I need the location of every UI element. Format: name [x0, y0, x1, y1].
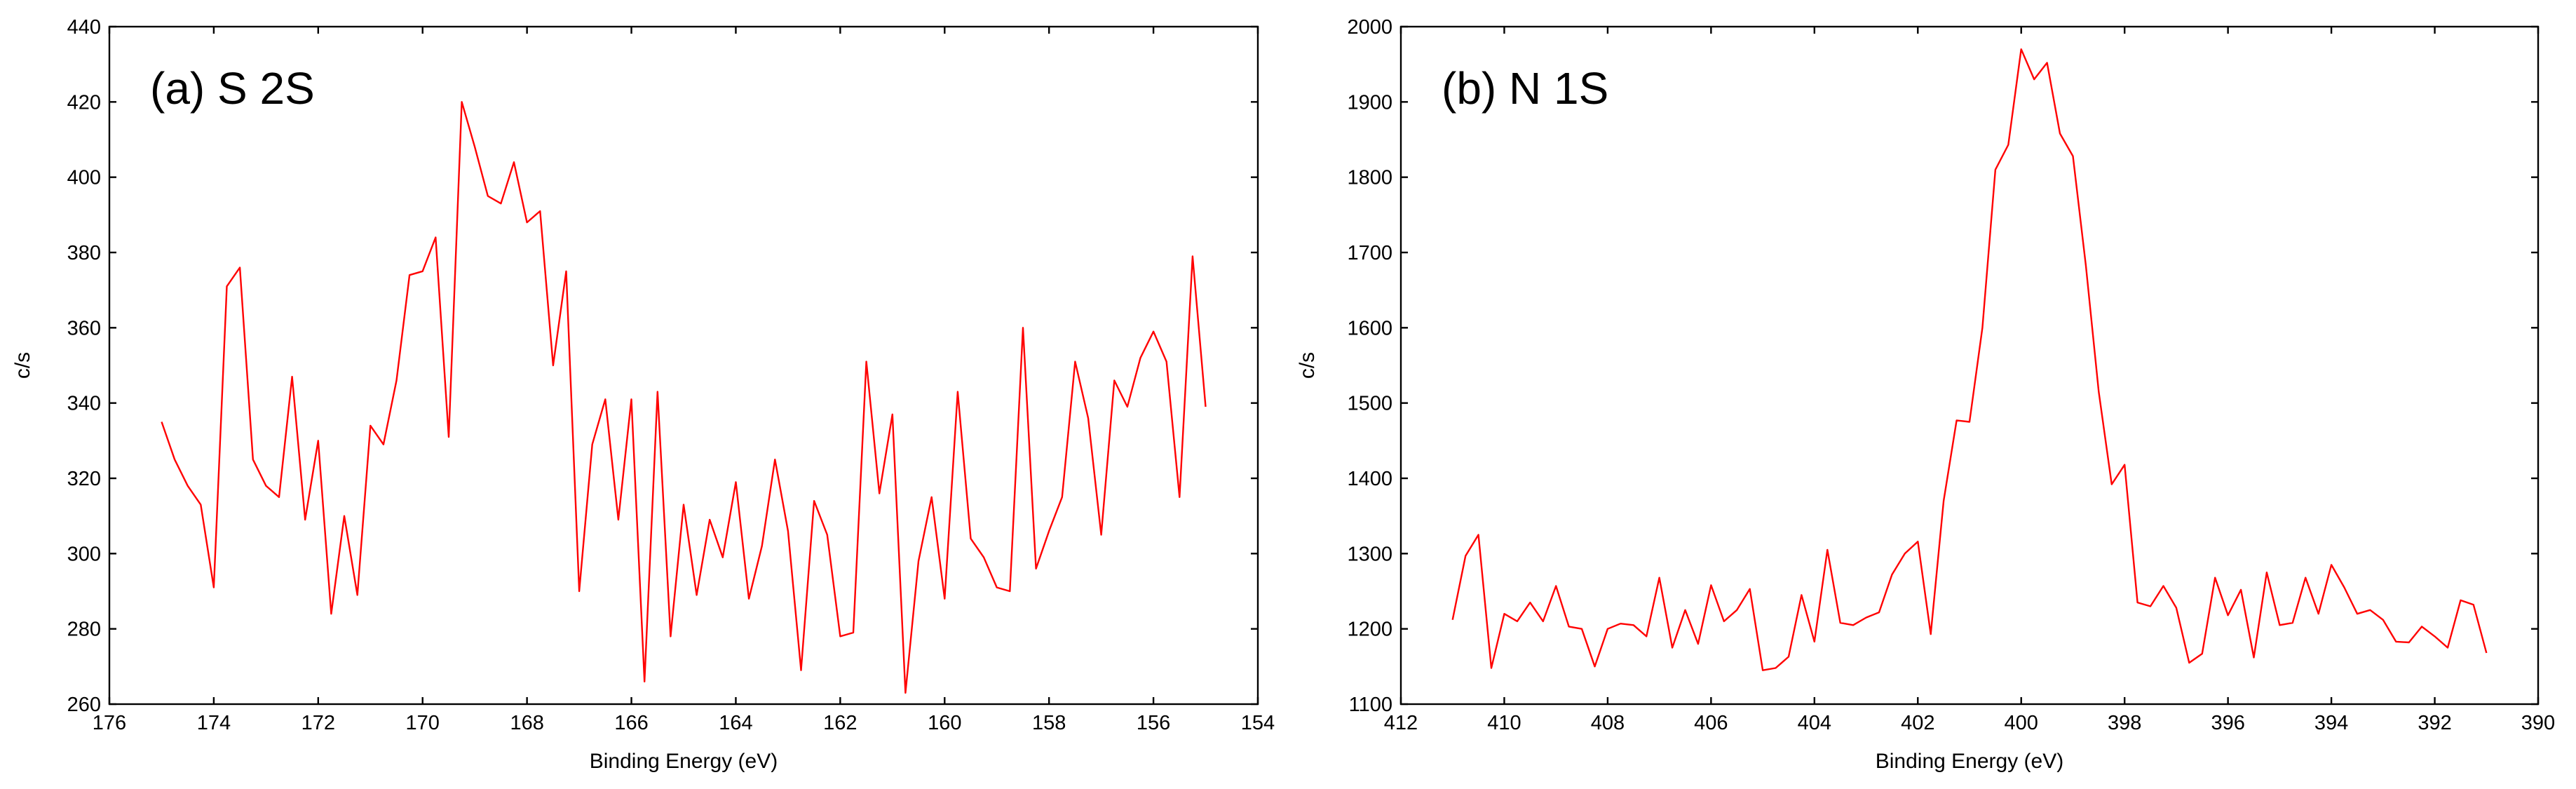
x-tick-label: 172 — [301, 712, 335, 734]
y-tick-label: 1200 — [1347, 619, 1392, 641]
y-tick-label: 300 — [67, 543, 101, 565]
x-tick-label: 398 — [2108, 712, 2141, 734]
y-tick-label: 1900 — [1347, 91, 1392, 114]
chart-title: (b) N 1S — [1442, 63, 1608, 114]
x-tick-label: 158 — [1032, 712, 1066, 734]
y-tick-label: 420 — [67, 91, 101, 114]
y-tick-label: 1600 — [1347, 317, 1392, 339]
x-tick-label: 396 — [2211, 712, 2244, 734]
chart-s2s: (a) S 2S Binding Energy (eV) c/s 176 174 1… — [11, 16, 1275, 773]
y-tick-label: 1800 — [1347, 167, 1392, 189]
chart-title: (a) S 2S — [150, 63, 315, 114]
x-tick-label: 164 — [719, 712, 752, 734]
y-axis-title: c/s — [1296, 352, 1319, 379]
y-tick-label: 1500 — [1347, 393, 1392, 415]
x-tick-label: 168 — [510, 712, 543, 734]
plot-frame — [108, 25, 1259, 706]
x-tick-label: 176 — [93, 712, 126, 734]
y-tick-label: 1100 — [1349, 694, 1392, 716]
x-tick-label: 160 — [928, 712, 961, 734]
plot-frame — [1399, 25, 2540, 706]
x-tick-label: 174 — [197, 712, 231, 734]
y-tick-label: 400 — [67, 167, 101, 189]
y-tick-label: 1300 — [1347, 543, 1392, 565]
y-tick-label: 1400 — [1347, 468, 1392, 490]
x-tick-label: 166 — [614, 712, 648, 734]
y-axis-title: c/s — [11, 352, 34, 379]
y-tick-label: 280 — [67, 619, 101, 641]
x-tick-label: 400 — [2005, 712, 2038, 734]
chart-n1s: (b) N 1S Binding Energy (eV) c/s 412 410 4… — [1296, 16, 2555, 773]
x-tick-label: 392 — [2418, 712, 2451, 734]
x-tick-label: 154 — [1241, 712, 1275, 734]
series-line-0 — [161, 101, 1207, 694]
y-tick-label: 360 — [67, 317, 101, 339]
y-tick-label: 260 — [67, 694, 101, 716]
x-tick-label: 402 — [1901, 712, 1934, 734]
x-tick-label: 408 — [1591, 712, 1625, 734]
x-tick-label: 390 — [2521, 712, 2555, 734]
x-tick-label: 412 — [1384, 712, 1418, 734]
x-tick-label: 162 — [823, 712, 857, 734]
y-tick-label: 1700 — [1347, 242, 1392, 264]
x-tick-label: 410 — [1487, 712, 1521, 734]
y-tick-label: 320 — [67, 468, 101, 490]
y-tick-label: 340 — [67, 393, 101, 415]
x-tick-label: 170 — [406, 712, 440, 734]
x-axis-title: Binding Energy (eV) — [1876, 750, 2063, 773]
x-tick-label: 394 — [2314, 712, 2348, 734]
x-axis-title: Binding Energy (eV) — [590, 750, 778, 773]
x-tick-label: 406 — [1694, 712, 1728, 734]
x-tick-label: 156 — [1137, 712, 1170, 734]
y-tick-label: 2000 — [1347, 16, 1392, 39]
y-tick-label: 440 — [67, 16, 101, 39]
y-tick-label: 380 — [67, 242, 101, 264]
x-tick-label: 404 — [1798, 712, 1831, 734]
series-line-0 — [1451, 48, 2488, 671]
